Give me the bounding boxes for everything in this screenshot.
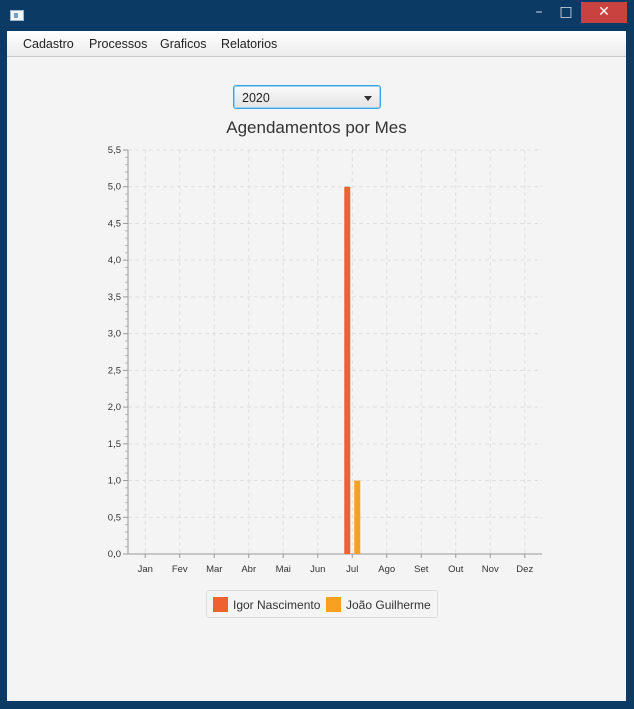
legend-swatch	[326, 597, 341, 612]
x-tick-label: Mai	[276, 564, 291, 575]
x-tick-label: Abr	[241, 564, 256, 575]
x-tick-label: Fev	[172, 564, 188, 575]
y-tick-label: 5,0	[108, 182, 121, 193]
y-tick-label: 0,0	[108, 549, 121, 560]
x-tick-label: Jun	[310, 564, 325, 575]
year-select-value: 2020	[242, 91, 270, 105]
y-tick-label: 2,0	[108, 402, 121, 413]
chevron-down-icon	[364, 96, 372, 101]
y-tick-label: 3,5	[108, 292, 121, 303]
x-tick-label: Set	[414, 564, 429, 575]
y-tick-label: 4,5	[108, 218, 121, 229]
legend-label: João Guilherme	[346, 598, 431, 612]
menu-processos[interactable]: Processos	[89, 37, 148, 51]
y-tick-label: 1,0	[108, 476, 121, 487]
client-area: Cadastro Processos Graficos Relatorios 2…	[7, 31, 626, 701]
x-tick-label: Out	[448, 564, 464, 575]
y-tick-label: 0,5	[108, 512, 121, 523]
chart-legend: Igor Nascimento João Guilherme	[206, 590, 438, 618]
y-tick-label: 2,5	[108, 365, 121, 376]
y-tick-label: 4,0	[108, 255, 121, 266]
bar-chart: 0,0 0,5 1,0 1,5 2,0 2,5 3,0 3,5 4,0 4,5 5,0 5,5 Jan F…	[108, 145, 542, 575]
minimize-button[interactable]: –	[535, 4, 543, 20]
y-tick-label: 1,5	[108, 439, 121, 450]
menu-graficos[interactable]: Graficos	[160, 37, 207, 51]
x-tick-label: Jan	[138, 564, 153, 575]
y-tick-label: 3,0	[108, 329, 121, 340]
bar	[344, 186, 351, 554]
year-select[interactable]: 2020	[233, 85, 381, 109]
app-window-icon	[10, 10, 24, 21]
menu-bar: Cadastro Processos Graficos Relatorios	[7, 31, 626, 57]
menu-cadastro[interactable]: Cadastro	[23, 37, 74, 51]
legend-label: Igor Nascimento	[233, 598, 321, 612]
y-tick-label: 5,5	[108, 145, 121, 156]
x-tick-label: Nov	[482, 564, 499, 575]
maximize-button[interactable]: □	[559, 4, 573, 20]
legend-swatch	[213, 597, 228, 612]
close-button[interactable]: ✕	[581, 2, 627, 23]
menu-relatorios[interactable]: Relatorios	[221, 37, 278, 51]
x-tick-label: Mar	[206, 564, 222, 575]
x-tick-label: Ago	[378, 564, 395, 575]
chart-title: Agendamentos por Mes	[226, 118, 407, 137]
x-tick-label: Jul	[346, 564, 358, 575]
bar	[354, 480, 361, 554]
x-tick-label: Dez	[516, 564, 533, 575]
title-bar: – □ ✕	[0, 0, 634, 30]
